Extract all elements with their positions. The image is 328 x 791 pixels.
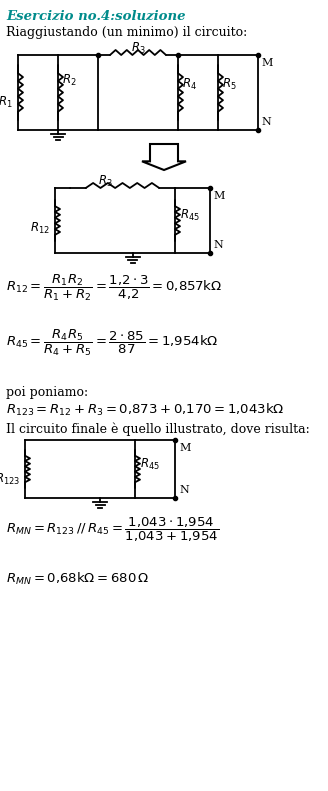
Text: M: M bbox=[213, 191, 224, 201]
Text: $R_{MN} = 0{,}68\mathrm{k\Omega} = 680\,\Omega$: $R_{MN} = 0{,}68\mathrm{k\Omega} = 680\,… bbox=[6, 571, 149, 587]
Text: $R_{123}$: $R_{123}$ bbox=[0, 471, 20, 486]
Text: $R_{MN} = R_{123}\,//\,R_{45} = \dfrac{1{,}043 \cdot 1{,}954}{1{,}043 + 1{,}954}: $R_{MN} = R_{123}\,//\,R_{45} = \dfrac{1… bbox=[6, 516, 219, 544]
Text: $R_1$: $R_1$ bbox=[0, 95, 13, 110]
Text: $R_5$: $R_5$ bbox=[222, 77, 237, 92]
Text: $R_4$: $R_4$ bbox=[182, 77, 197, 92]
Text: $R_3$: $R_3$ bbox=[98, 174, 113, 189]
Text: N: N bbox=[261, 117, 271, 127]
Text: $R_{45} = \dfrac{R_4R_5}{R_4 + R_5} = \dfrac{2 \cdot 85}{87} = 1{,}954\mathrm{k\: $R_{45} = \dfrac{R_4R_5}{R_4 + R_5} = \d… bbox=[6, 328, 218, 358]
Text: $R_{45}$: $R_{45}$ bbox=[180, 208, 200, 223]
Text: Il circuito finale è quello illustrato, dove risulta:: Il circuito finale è quello illustrato, … bbox=[6, 422, 310, 436]
Text: M: M bbox=[179, 443, 190, 453]
Text: N: N bbox=[213, 240, 223, 250]
Text: $R_{123} = R_{12} + R_3 = 0{,}873 + 0{,}170 = 1{,}043\mathrm{k\Omega}$: $R_{123} = R_{12} + R_3 = 0{,}873 + 0{,}… bbox=[6, 402, 284, 418]
Text: $R_2$: $R_2$ bbox=[62, 73, 77, 88]
Text: N: N bbox=[179, 485, 189, 495]
Text: $R_{12} = \dfrac{R_1R_2}{R_1 + R_2} = \dfrac{1{,}2 \cdot 3}{4{,}2} = 0{,}857\mat: $R_{12} = \dfrac{R_1R_2}{R_1 + R_2} = \d… bbox=[6, 273, 222, 303]
Text: Riaggiustando (un minimo) il circuito:: Riaggiustando (un minimo) il circuito: bbox=[6, 26, 247, 39]
Text: $R_{45}$: $R_{45}$ bbox=[140, 456, 160, 471]
Text: poi poniamo:: poi poniamo: bbox=[6, 386, 88, 399]
Text: Esercizio no.4:soluzione: Esercizio no.4:soluzione bbox=[6, 10, 186, 23]
Text: M: M bbox=[261, 58, 272, 68]
Text: $R_3$: $R_3$ bbox=[131, 41, 145, 56]
Text: $R_{12}$: $R_{12}$ bbox=[30, 221, 50, 236]
